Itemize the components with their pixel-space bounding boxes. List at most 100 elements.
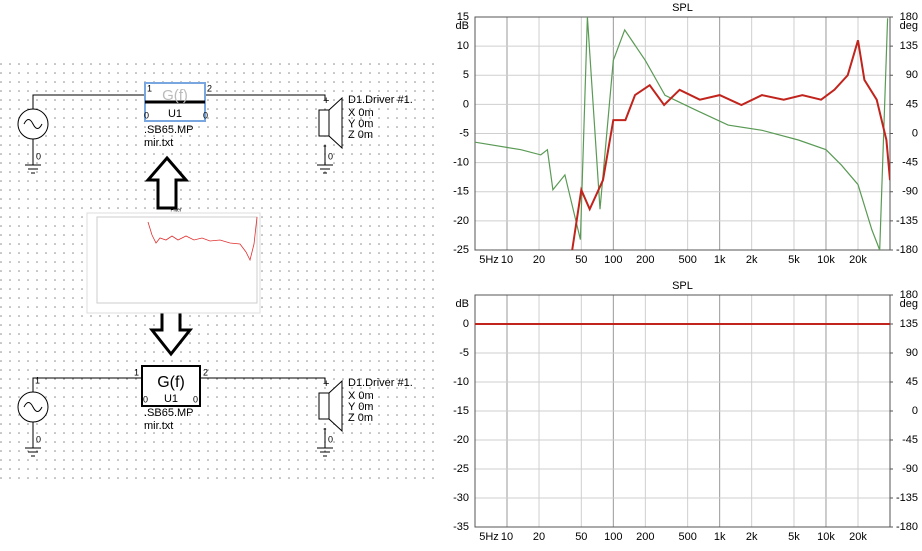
y2-tick-label: -135	[896, 215, 918, 227]
y-tick-label: -10	[453, 376, 469, 388]
y2-tick-label: -180	[896, 521, 918, 533]
x-tick-label: 2k	[746, 531, 758, 543]
y-tick-label: -20	[453, 215, 469, 227]
schematic-top: G(f) U1 1 2 0 0 .SB65.MP mir.txt + - D1.…	[17, 82, 413, 174]
x-tick-label: 10	[501, 531, 513, 543]
thumbnail-plot	[96, 216, 258, 304]
y2-tick-label: 0	[912, 127, 918, 139]
x-tick-label: 10	[501, 254, 513, 266]
y2-tick-label: 135	[900, 318, 918, 330]
source-wave	[23, 119, 43, 129]
thumbnail: Filter	[86, 207, 261, 314]
chart: 5Hz 10 20 50 100 200 500 1k 2k 5k 10k 20k151050-5-1…	[453, 2, 918, 266]
ground-label: 0	[328, 434, 333, 444]
speaker	[318, 392, 330, 420]
y-axis-label: dB	[456, 298, 469, 310]
minus: -	[323, 423, 327, 435]
y2-tick-label: 135	[900, 40, 918, 52]
y-tick-label: -25	[453, 244, 469, 256]
port: 0	[143, 394, 148, 404]
block-label: G(f)	[157, 374, 185, 391]
coord: Z 0m	[348, 412, 373, 424]
y-tick-label: 5	[463, 69, 469, 81]
plot-border	[474, 294, 891, 528]
series-line	[571, 40, 890, 250]
y-tick-label: -35	[453, 521, 469, 533]
port: 0	[203, 110, 208, 120]
x-tick-label: 5Hz	[479, 531, 499, 543]
ground-label: 0	[328, 151, 333, 161]
x-tick-label: 200	[636, 531, 654, 543]
y-tick-label: 0	[463, 318, 469, 330]
thumbnail-title: Filter	[170, 207, 181, 213]
port: 0	[144, 110, 149, 120]
port: 2	[207, 83, 212, 93]
coord: Z 0m	[348, 129, 373, 141]
y2-tick-label: 90	[906, 347, 918, 359]
y2-tick-label: -90	[902, 186, 918, 198]
file: mir.txt	[144, 137, 173, 149]
x-tick-label: 20	[533, 254, 545, 266]
y2-axis-label: deg	[900, 298, 918, 310]
block-ref: U1	[168, 108, 182, 120]
thumbnail-frame	[86, 212, 261, 314]
y2-tick-label: -135	[896, 492, 918, 504]
schematic-bottom: G(f) U1 1 2 0 0 1 .SB65.MP mir.txt + - D…	[17, 365, 413, 457]
ground-label: 0	[36, 434, 41, 444]
x-tick-label: 500	[678, 531, 696, 543]
driver: D1.Driver #1.	[348, 377, 413, 389]
y2-tick-label: 45	[906, 98, 918, 110]
port: 1	[147, 83, 152, 93]
x-tick-label: 1k	[714, 531, 726, 543]
x-tick-label: 20	[533, 531, 545, 543]
x-tick-label: 5k	[788, 254, 800, 266]
coord: Y 0m	[348, 118, 373, 130]
y2-tick-label: 90	[906, 69, 918, 81]
y-tick-label: -10	[453, 157, 469, 169]
y2-tick-label: -90	[902, 463, 918, 475]
x-tick-label: 200	[636, 254, 654, 266]
port: 1	[35, 375, 40, 385]
block-label: G(f)	[162, 87, 188, 104]
y2-axis-label: deg	[900, 20, 918, 32]
model: .SB65.MP	[144, 124, 194, 136]
x-tick-label: 20k	[849, 531, 867, 543]
speaker	[318, 109, 330, 137]
coord: X 0m	[348, 107, 374, 119]
block-ref: U1	[164, 393, 178, 405]
y-tick-label: 15	[457, 11, 469, 23]
x-tick-label: 5k	[788, 531, 800, 543]
y2-tick-label: 45	[906, 376, 918, 388]
plus: +	[323, 378, 329, 390]
series-line	[475, 17, 889, 250]
driver: D1.Driver #1.	[348, 94, 413, 106]
y-tick-label: -15	[453, 405, 469, 417]
chart: 5Hz 10 20 50 100 200 500 1k 2k 5k 10k 20k 0 -5 -10 -15 -…	[453, 280, 918, 543]
file: mir.txt	[144, 420, 173, 432]
y-tick-label: -15	[453, 186, 469, 198]
chart-title: SPL	[672, 2, 693, 14]
x-tick-label: 1k	[714, 254, 726, 266]
y2-tick-label: 180	[900, 289, 918, 301]
x-tick-label: 500	[678, 254, 696, 266]
ground-label: 0	[36, 151, 41, 161]
x-tick-label: 50	[575, 531, 587, 543]
x-tick-label: 20k	[849, 254, 867, 266]
wires	[25, 377, 333, 457]
x-tick-label: 5Hz	[479, 254, 499, 266]
model: .SB65.MP	[144, 407, 194, 419]
y-tick-label: -25	[453, 463, 469, 475]
minus: -	[323, 140, 327, 152]
coord: X 0m	[348, 390, 374, 402]
y2-tick-label: -45	[902, 157, 918, 169]
port: 1	[134, 367, 139, 377]
thumbnail-curve	[147, 216, 258, 262]
speaker-cone	[328, 96, 343, 150]
wires	[25, 94, 333, 174]
port: 2	[203, 367, 208, 377]
x-tick-label: 10k	[817, 254, 835, 266]
y2-tick-label: 180	[900, 11, 918, 23]
filter-block[interactable]	[141, 365, 201, 407]
